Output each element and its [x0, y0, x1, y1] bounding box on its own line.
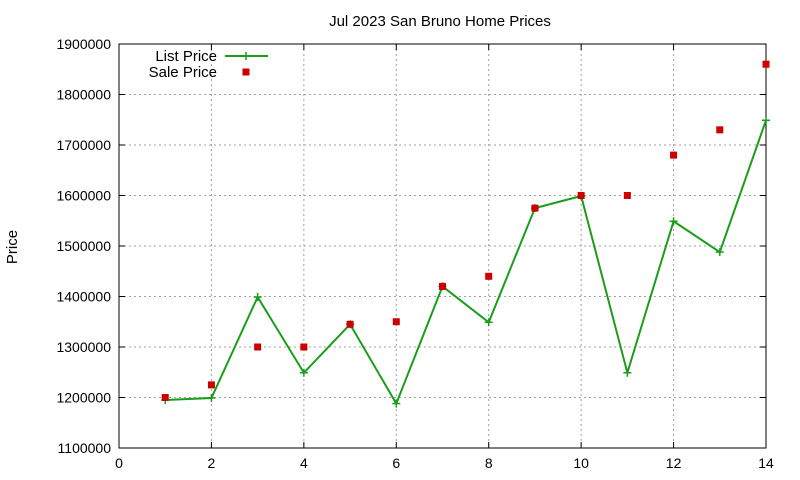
sale-price-point — [346, 320, 354, 328]
list-price-point — [669, 217, 678, 226]
y-tick-label: 1300000 — [56, 339, 111, 355]
legend-square-swatch — [242, 68, 250, 76]
y-tick-label: 1400000 — [56, 289, 111, 305]
list-price-point — [207, 394, 216, 403]
list-price-point — [762, 116, 770, 125]
y-tick-label: 1500000 — [56, 238, 111, 254]
sale-price-point — [439, 282, 446, 290]
sale-price-point — [623, 192, 631, 199]
y-tick-label: 1800000 — [56, 87, 111, 103]
y-tick-label: 1900000 — [56, 36, 111, 52]
x-tick-label: 12 — [666, 455, 682, 471]
x-tick-label: 6 — [392, 455, 400, 471]
sale-price-point — [161, 394, 169, 401]
legend-label: List Price — [155, 48, 217, 65]
sale-price-point — [485, 272, 493, 280]
list-price-point — [484, 318, 493, 327]
series-sale-price — [161, 60, 770, 401]
list-price-line — [165, 119, 767, 406]
grid-lines — [119, 44, 766, 448]
y-tick-label: 1600000 — [56, 188, 111, 204]
x-tick-label: 0 — [115, 455, 123, 471]
x-tick-label: 4 — [300, 455, 308, 471]
sale-price-point — [670, 151, 678, 159]
series-list-price — [161, 116, 770, 408]
sale-price-point — [762, 60, 770, 68]
chart-title: Jul 2023 San Bruno Home Prices — [329, 13, 551, 30]
x-tick-label: 10 — [573, 455, 589, 471]
legend-plus-swatch — [242, 52, 250, 60]
sale-price-point — [207, 381, 215, 389]
series-layer — [161, 60, 770, 408]
list-price-point — [253, 293, 262, 302]
y-tick-label: 1100000 — [58, 440, 112, 456]
x-tick-label: 8 — [485, 455, 493, 471]
x-tick-label: 2 — [208, 455, 216, 471]
x-tick-label: 14 — [758, 455, 774, 471]
y-axis-label: Price — [4, 230, 21, 264]
list-price-point — [623, 368, 632, 377]
sale-price-point — [716, 126, 724, 134]
list-price-point — [715, 248, 724, 257]
axis-ticks: 0 2 4 6 8 10 12 14 1100000 1200000 1300000 1400000 1… — [56, 36, 774, 471]
y-tick-label: 1700000 — [56, 137, 111, 153]
sale-price-point — [531, 204, 539, 212]
y-tick-label: 1200000 — [56, 390, 111, 406]
sale-price-point — [300, 343, 308, 351]
list-price-point — [299, 368, 308, 377]
list-price-point — [392, 399, 401, 408]
sale-price-point — [577, 192, 585, 199]
sale-price-point — [254, 343, 262, 351]
legend-label: Sale Price — [149, 64, 217, 81]
sale-price-point — [392, 318, 400, 326]
